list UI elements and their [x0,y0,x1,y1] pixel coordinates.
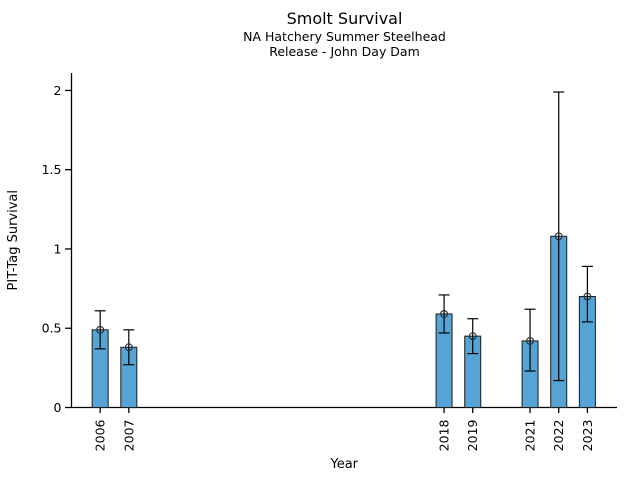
chart-subtitle-line2: Release - John Day Dam [269,44,420,59]
x-tick-label: 2019 [465,419,480,451]
data-point-marker [468,332,477,341]
data-point-marker [96,325,105,334]
data-point-marker [554,232,563,241]
chart-title: Smolt Survival [286,9,403,28]
chart-subtitle-line1: NA Hatchery Summer Steelhead [243,29,446,44]
y-tick-label: 1.5 [42,162,62,177]
data-point-marker [583,292,592,301]
x-tick-label: 2018 [437,419,452,451]
x-tick-label: 2023 [580,420,595,452]
y-tick-label: 1 [54,241,62,256]
y-tick-label: 0 [54,400,62,415]
x-tick-label: 2022 [551,420,566,452]
y-axis-title: PIT-Tag Survival [6,190,21,290]
x-axis-title: Year [329,457,358,472]
data-point-marker [440,310,449,318]
data-point-marker [526,336,535,345]
data-point-marker [124,343,133,352]
x-tick-label: 2006 [93,419,108,451]
y-tick-label: 2 [54,83,62,98]
x-tick-label: 2007 [121,420,136,452]
x-tick-label: 2021 [523,420,538,452]
y-tick-label: 0.5 [42,321,62,336]
